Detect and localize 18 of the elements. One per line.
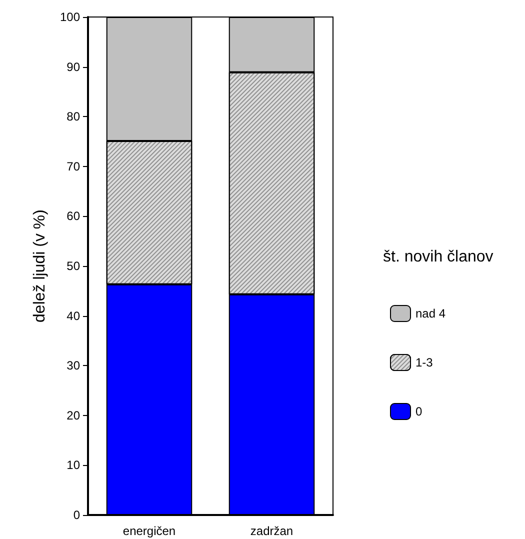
y-tick-label: 10 xyxy=(66,458,80,472)
y-tick-label: 70 xyxy=(66,159,80,174)
y-tick-label: 90 xyxy=(66,60,80,74)
y-tick-label: 0 xyxy=(73,508,80,522)
y-tick-label: 30 xyxy=(66,358,80,373)
y-tick-label: 20 xyxy=(66,408,80,422)
legend-title: št. novih članov xyxy=(383,248,494,266)
y-tick-label: 60 xyxy=(66,209,80,224)
legend-label: 0 xyxy=(416,404,422,418)
legend-label: nad 4 xyxy=(416,306,446,320)
y-tick-label: 40 xyxy=(66,308,80,323)
legend-label: 1-3 xyxy=(416,356,434,370)
x-tick-label: energičen xyxy=(122,524,176,538)
y-tick-label: 100 xyxy=(60,10,80,24)
y-axis-title: delež ljudi (v %) xyxy=(32,210,48,322)
y-tick-label: 50 xyxy=(66,259,80,273)
y-tick-label: 80 xyxy=(66,110,80,124)
x-tick-label: zadržan xyxy=(250,524,294,538)
